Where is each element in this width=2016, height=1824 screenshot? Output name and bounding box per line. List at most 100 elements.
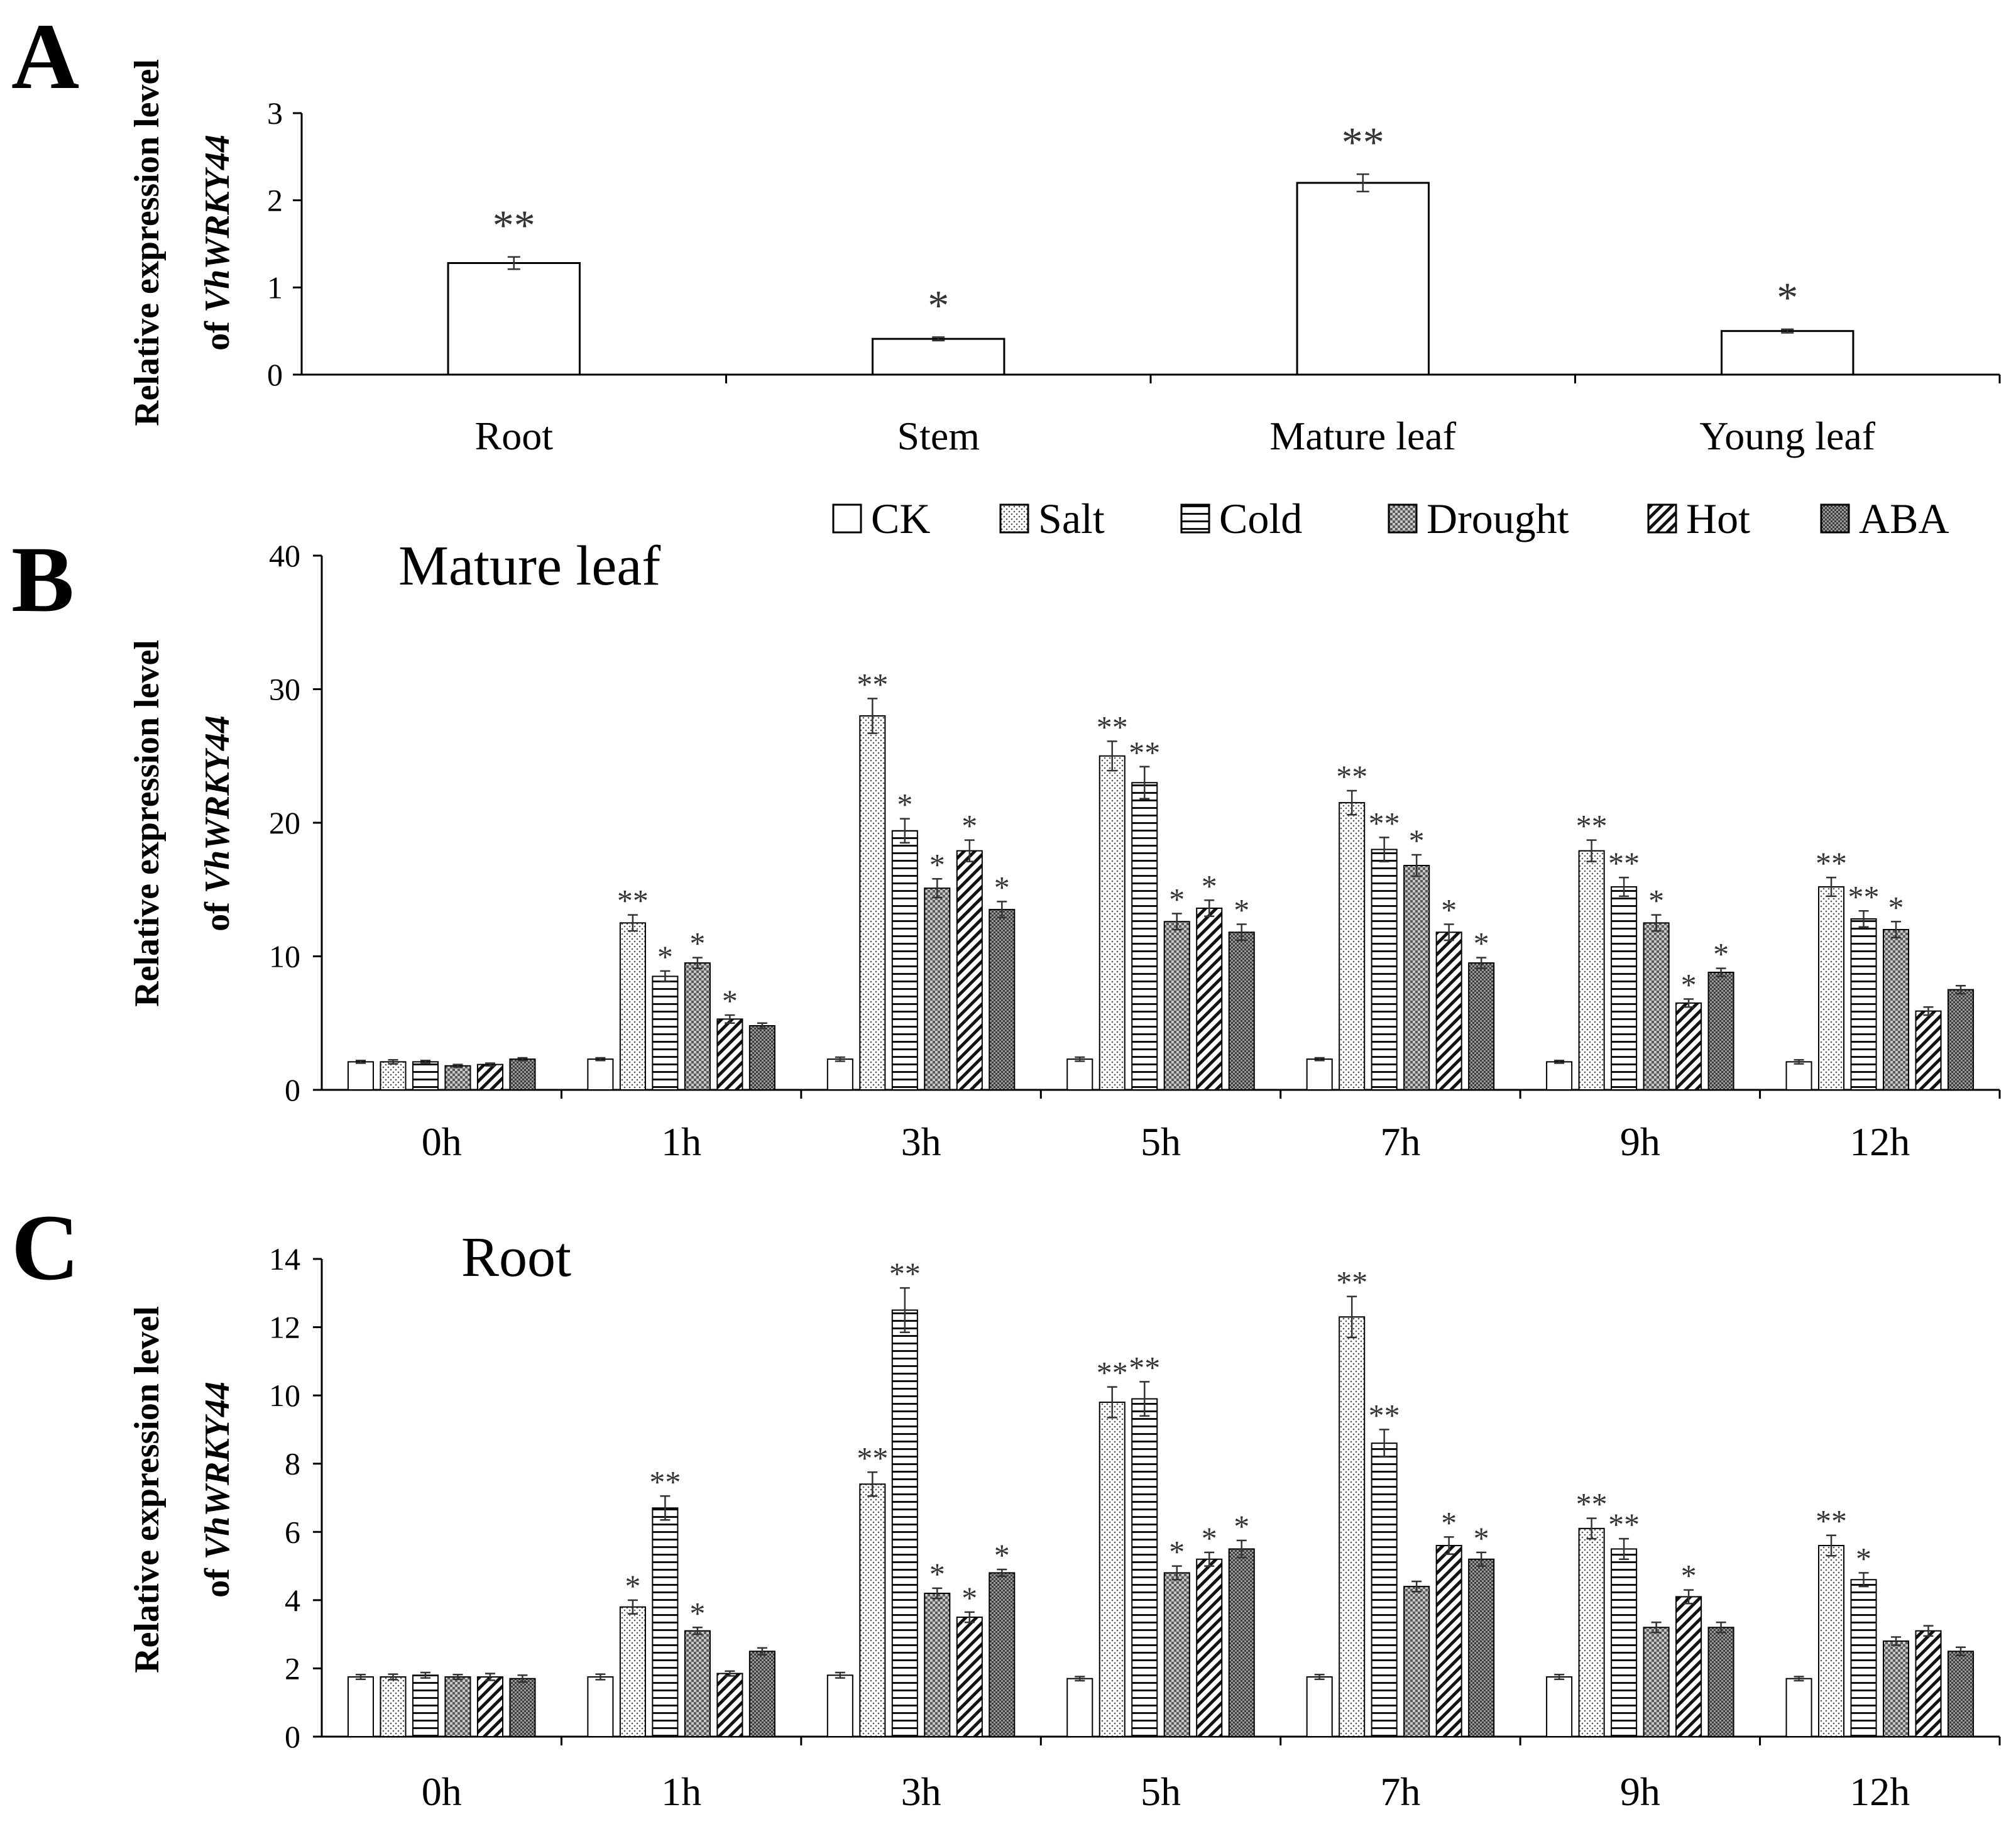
legend-swatch-ck bbox=[832, 503, 862, 534]
panel-c-bar-ck bbox=[347, 1676, 375, 1737]
panel-a-significance-label: * bbox=[928, 281, 949, 329]
panel-b-y-tick-label: 10 bbox=[269, 939, 300, 974]
panel-c-significance-label: ** bbox=[857, 1440, 888, 1475]
legend-label-hot: Hot bbox=[1686, 495, 1750, 542]
panel-c-bar-cold bbox=[1371, 1442, 1398, 1737]
panel-b-significance-label: * bbox=[1648, 883, 1664, 918]
panel-c-ylabel-line2: of VhWRKY44 bbox=[198, 1382, 237, 1598]
panel-b-subtitle: Mature leaf bbox=[398, 535, 660, 597]
panel-c-bar-salt bbox=[859, 1483, 886, 1737]
panel-b-bar-ck bbox=[347, 1061, 375, 1091]
panel-c-bar-hot bbox=[956, 1617, 983, 1737]
panel-c-significance-label: ** bbox=[1369, 1397, 1400, 1432]
panel-c-significance-label: * bbox=[929, 1556, 945, 1591]
panel-c-ylabel-line1: Relative expression level bbox=[128, 1306, 167, 1673]
panel-c-significance-label: * bbox=[625, 1568, 640, 1603]
panel-c-bar-cold bbox=[1850, 1579, 1877, 1737]
panel-a-chart: Relative expression level of VhWRKY44 **… bbox=[128, 59, 2001, 458]
panel-c-significance-label: * bbox=[1202, 1520, 1217, 1556]
panel-b-significance-label: ** bbox=[1608, 845, 1640, 881]
panel-c-bar-drought bbox=[1163, 1572, 1190, 1737]
panel-c-bar-hot bbox=[476, 1676, 503, 1737]
panel-c-bar-cold bbox=[412, 1674, 439, 1737]
panel-a-x-tick-label: Mature leaf bbox=[1269, 414, 1456, 458]
panel-b-significance-label: ** bbox=[1576, 808, 1608, 843]
panel-c-bar-ck bbox=[1546, 1676, 1573, 1737]
panel-c-bar-drought bbox=[684, 1630, 711, 1738]
panel-c-significance-label: * bbox=[1474, 1520, 1489, 1556]
panel-c-bar-hot bbox=[1435, 1545, 1462, 1737]
panel-b-bar-ck bbox=[826, 1058, 853, 1091]
panel-b-significance-label: * bbox=[1888, 889, 1904, 925]
panel-a-ylabel-line2: of VhWRKY44 bbox=[198, 135, 237, 351]
panel-b-bar-aba bbox=[1228, 931, 1255, 1091]
panel-b-bar-cold bbox=[1371, 849, 1398, 1091]
panel-c-bar-drought bbox=[1643, 1627, 1670, 1737]
panel-c-bar-ck bbox=[1306, 1676, 1333, 1737]
panel-b-bar-drought bbox=[1403, 865, 1430, 1091]
panel-b-significance-label: * bbox=[929, 847, 945, 882]
panel-b-bar-aba bbox=[748, 1025, 775, 1091]
panel-b-y-tick-label: 20 bbox=[269, 805, 300, 840]
panel-b-significance-label: * bbox=[657, 939, 673, 974]
panel-b-ylabel-line1: Relative expression level bbox=[128, 640, 167, 1007]
panel-b-significance-label: * bbox=[1409, 823, 1425, 858]
panel-b-bar-salt bbox=[619, 922, 646, 1091]
panel-c-bar-aba bbox=[509, 1678, 536, 1738]
panel-c-x-tick-label: 9h bbox=[1620, 1769, 1660, 1814]
panel-c-bar-aba bbox=[1947, 1651, 1975, 1737]
legend-label-drought: Drought bbox=[1427, 495, 1569, 542]
panel-c-y-tick-label: 4 bbox=[285, 1583, 300, 1618]
panel-b-significance-label: * bbox=[1202, 868, 1217, 903]
panel-a-bar bbox=[447, 262, 581, 376]
panel-c-bar-aba bbox=[989, 1572, 1016, 1737]
panel-b-y-tick-label: 0 bbox=[285, 1072, 300, 1107]
legend-swatch-salt bbox=[999, 503, 1029, 534]
panel-c-y-tick-label: 10 bbox=[269, 1378, 300, 1413]
panel-b-significance-label: * bbox=[1441, 893, 1457, 928]
panel-c-bar-cold bbox=[891, 1309, 918, 1737]
panel-c-y-tick-label: 14 bbox=[269, 1241, 300, 1277]
panel-b-x-tick-label: 9h bbox=[1620, 1119, 1660, 1164]
panel-a-bar bbox=[1721, 330, 1854, 376]
panel-c-x-tick-label: 3h bbox=[901, 1769, 941, 1814]
panel-c-bar-salt bbox=[1578, 1527, 1605, 1738]
panel-b-bar-ck bbox=[1785, 1061, 1812, 1091]
panel-b-x-tick-label: 7h bbox=[1380, 1119, 1420, 1164]
panel-c-bar-hot bbox=[1675, 1596, 1702, 1737]
panel-letter-b: B bbox=[11, 527, 74, 632]
panel-b-significance-label: * bbox=[722, 983, 738, 1018]
legend-label-cold: Cold bbox=[1219, 495, 1302, 542]
panel-c-bar-cold bbox=[1131, 1398, 1158, 1738]
panel-a-bar bbox=[1296, 182, 1430, 376]
panel-b-significance-label: ** bbox=[1848, 879, 1880, 914]
panel-b-bar-hot bbox=[476, 1063, 503, 1091]
panel-b-bar-cold bbox=[1850, 918, 1877, 1091]
panel-b-significance-label: * bbox=[897, 787, 912, 822]
panel-b-chart: Mature leaf Relative expression level of… bbox=[128, 535, 2001, 1164]
panel-c-significance-label: ** bbox=[649, 1464, 681, 1499]
panel-a-x-tick-label: Stem bbox=[897, 414, 980, 458]
panel-b-bar-cold bbox=[891, 830, 918, 1091]
panel-b-significance-label: * bbox=[994, 869, 1010, 904]
panel-c-bar-hot bbox=[1196, 1558, 1223, 1738]
panel-c-bar-cold bbox=[652, 1507, 679, 1737]
panel-b-bar-aba bbox=[989, 909, 1016, 1091]
panel-b-bar-salt bbox=[859, 715, 886, 1091]
panel-b-bar-ck bbox=[1546, 1061, 1573, 1091]
panel-b-significance-label: * bbox=[1681, 967, 1697, 1003]
panel-c-significance-label: ** bbox=[1129, 1349, 1160, 1385]
panel-c-significance-label: * bbox=[994, 1537, 1010, 1573]
panel-b-y-tick-label: 40 bbox=[269, 538, 300, 573]
panel-b-bar-cold bbox=[1131, 782, 1158, 1091]
panel-c-bar-aba bbox=[748, 1651, 775, 1737]
panel-c-bar-hot bbox=[1915, 1630, 1942, 1738]
legend-label-aba: ABA bbox=[1859, 495, 1949, 542]
panel-c-y-tick-label: 2 bbox=[285, 1651, 300, 1686]
panel-c-bar-cold bbox=[1611, 1548, 1638, 1737]
panel-a-x-tick-label: Young leaf bbox=[1699, 414, 1875, 458]
panel-b-bar-salt bbox=[1098, 755, 1126, 1091]
panel-c-significance-label: ** bbox=[1097, 1355, 1128, 1390]
legend-swatch-aba bbox=[1820, 503, 1850, 534]
panel-c-significance-label: ** bbox=[1608, 1507, 1640, 1542]
